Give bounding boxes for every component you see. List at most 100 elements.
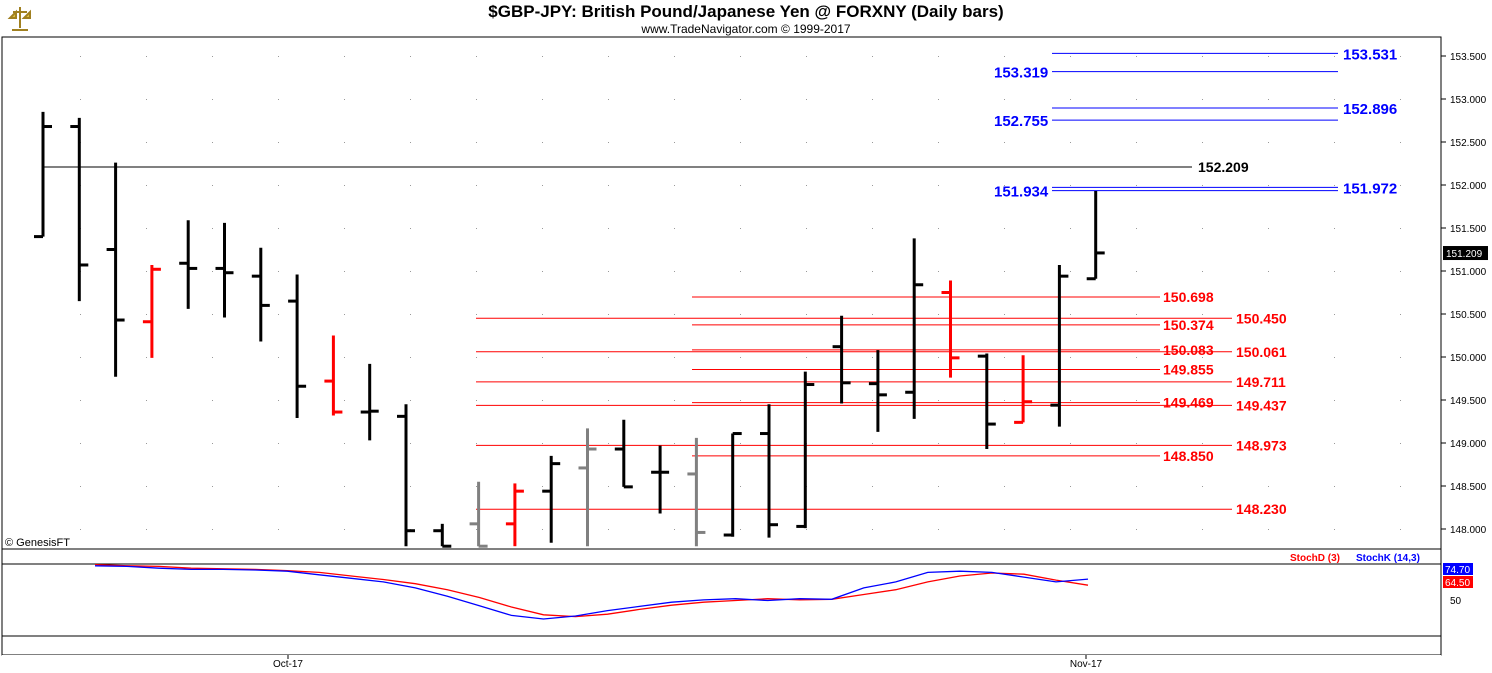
grid-dot [344, 185, 345, 186]
grid-dot [542, 443, 543, 444]
grid-dot [278, 357, 279, 358]
grid-dot [740, 56, 741, 57]
red-level-label-short: 148.850 [1163, 448, 1214, 464]
chart-subtitle: www.TradeNavigator.com © 1999-2017 [641, 22, 851, 36]
y-tick-label: 153.500 [1450, 52, 1487, 63]
grid-dot [146, 486, 147, 487]
ohlc-bar [288, 274, 307, 419]
grid-dot [872, 185, 873, 186]
grid-dot [674, 486, 675, 487]
grid-dot [542, 357, 543, 358]
grid-dot [212, 142, 213, 143]
grid-dot [146, 99, 147, 100]
y-tick-label: 153.000 [1450, 95, 1487, 106]
x-axis-area [2, 655, 1441, 672]
stoch-d-value-box [1443, 576, 1473, 588]
grid-dot [212, 400, 213, 401]
grid-dot [410, 56, 411, 57]
grid-dots [80, 56, 1401, 530]
grid-dot [740, 228, 741, 229]
ohlc-bar [651, 445, 670, 514]
y-tick-label: 152.500 [1450, 138, 1487, 149]
stoch-y-tick-label: 50 [1450, 596, 1462, 607]
grid-dot [1070, 228, 1071, 229]
grid-dot [410, 400, 411, 401]
grid-dot [938, 400, 939, 401]
grid-dot [146, 185, 147, 186]
grid-dot [1070, 271, 1071, 272]
y-tick-label: 148.500 [1450, 482, 1487, 493]
grid-dot [542, 486, 543, 487]
grid-dot [1268, 228, 1269, 229]
grid-dot [278, 529, 279, 530]
grid-dot [212, 99, 213, 100]
grid-dot [674, 142, 675, 143]
grid-dot [806, 142, 807, 143]
grid-dot [1400, 99, 1401, 100]
ohlc-bar [687, 437, 706, 547]
grid-dot [542, 99, 543, 100]
grid-dot [674, 56, 675, 57]
grid-dot [1070, 400, 1071, 401]
ohlc-bar [505, 483, 524, 547]
y-tick-label: 151.500 [1450, 224, 1487, 235]
ohlc-bar [142, 264, 161, 358]
ohlc-bar [360, 363, 379, 441]
grid-dot [476, 443, 477, 444]
grid-dot [1136, 400, 1137, 401]
grid-dot [1400, 357, 1401, 358]
grid-dot [872, 271, 873, 272]
grid-dot [410, 185, 411, 186]
grid-dot [1070, 142, 1071, 143]
grid-dot [1202, 443, 1203, 444]
grid-dot [146, 400, 147, 401]
ohlc-bar [868, 350, 887, 432]
grid-dot [1268, 271, 1269, 272]
grid-dot [872, 228, 873, 229]
grid-dot [938, 486, 939, 487]
grid-dot [278, 443, 279, 444]
grid-dot [608, 486, 609, 487]
grid-dot [608, 271, 609, 272]
grid-dot [608, 357, 609, 358]
grid-dot [872, 357, 873, 358]
grid-dot [542, 314, 543, 315]
grid-dot [278, 99, 279, 100]
grid-dot [1202, 529, 1203, 530]
ohlc-bar [832, 315, 851, 404]
last-price-box [1443, 246, 1488, 261]
grid-dot [1070, 314, 1071, 315]
grid-dot [1004, 99, 1005, 100]
grid-dot [1202, 99, 1203, 100]
x-axis: Oct-17 Nov-17 [273, 655, 1103, 670]
grid-dot [806, 99, 807, 100]
grid-dot [1004, 185, 1005, 186]
watermark: © GenesisFT [5, 537, 70, 549]
grid-dot [1268, 99, 1269, 100]
grid-dot [146, 271, 147, 272]
grid-dot [146, 228, 147, 229]
grid-dot [1070, 185, 1071, 186]
grid-dot [80, 56, 81, 57]
blue-level-label: 151.934 [994, 184, 1049, 201]
grid-dot [146, 357, 147, 358]
grid-dot [1268, 56, 1269, 57]
grid-dot [410, 486, 411, 487]
grid-dot [872, 486, 873, 487]
grid-dot [1334, 56, 1335, 57]
grid-dot [278, 271, 279, 272]
grid-dot [410, 357, 411, 358]
ohlc-bar [723, 432, 742, 537]
grid-dot [212, 185, 213, 186]
grid-dot [1268, 314, 1269, 315]
blue-level-label: 151.972 [1343, 180, 1397, 197]
ohlc-bar [179, 220, 198, 309]
grid-dot [1202, 185, 1203, 186]
ohlc-bar [70, 117, 89, 302]
grid-dot [1400, 56, 1401, 57]
grid-dot [344, 56, 345, 57]
stoch-d-value: 64.50 [1445, 578, 1470, 589]
grid-dot [1202, 56, 1203, 57]
grid-dot [278, 314, 279, 315]
